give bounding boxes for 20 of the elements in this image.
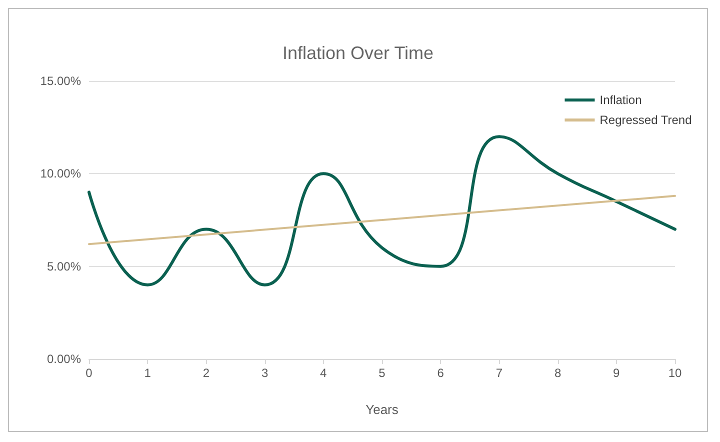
chart-title: Inflation Over Time bbox=[282, 43, 434, 63]
x-tick-label: 7 bbox=[496, 366, 503, 380]
line-series bbox=[88, 135, 676, 286]
y-tick-label: 0.00% bbox=[46, 352, 82, 366]
x-tick-label: 6 bbox=[437, 366, 444, 380]
y-tick-label: 5.00% bbox=[46, 259, 82, 274]
legend-label: Regressed Trend bbox=[600, 113, 692, 127]
x-tick-label: 2 bbox=[202, 366, 210, 380]
y-tick-label: 15.00% bbox=[40, 74, 82, 88]
x-tick-label: 8 bbox=[554, 366, 562, 380]
x-tick-label: 4 bbox=[320, 366, 328, 380]
x-axis-title: Years bbox=[366, 402, 399, 417]
y-tick-label: 10.00% bbox=[40, 166, 82, 181]
x-tick-label: 9 bbox=[613, 366, 620, 380]
x-tick-label: 10 bbox=[668, 366, 682, 380]
x-tick-label: 3 bbox=[261, 366, 268, 380]
x-tick-label: 1 bbox=[144, 366, 152, 380]
x-tick-label: 5 bbox=[378, 366, 386, 380]
x-tick-label: 0 bbox=[86, 366, 93, 380]
legend-label: Inflation bbox=[600, 93, 642, 107]
